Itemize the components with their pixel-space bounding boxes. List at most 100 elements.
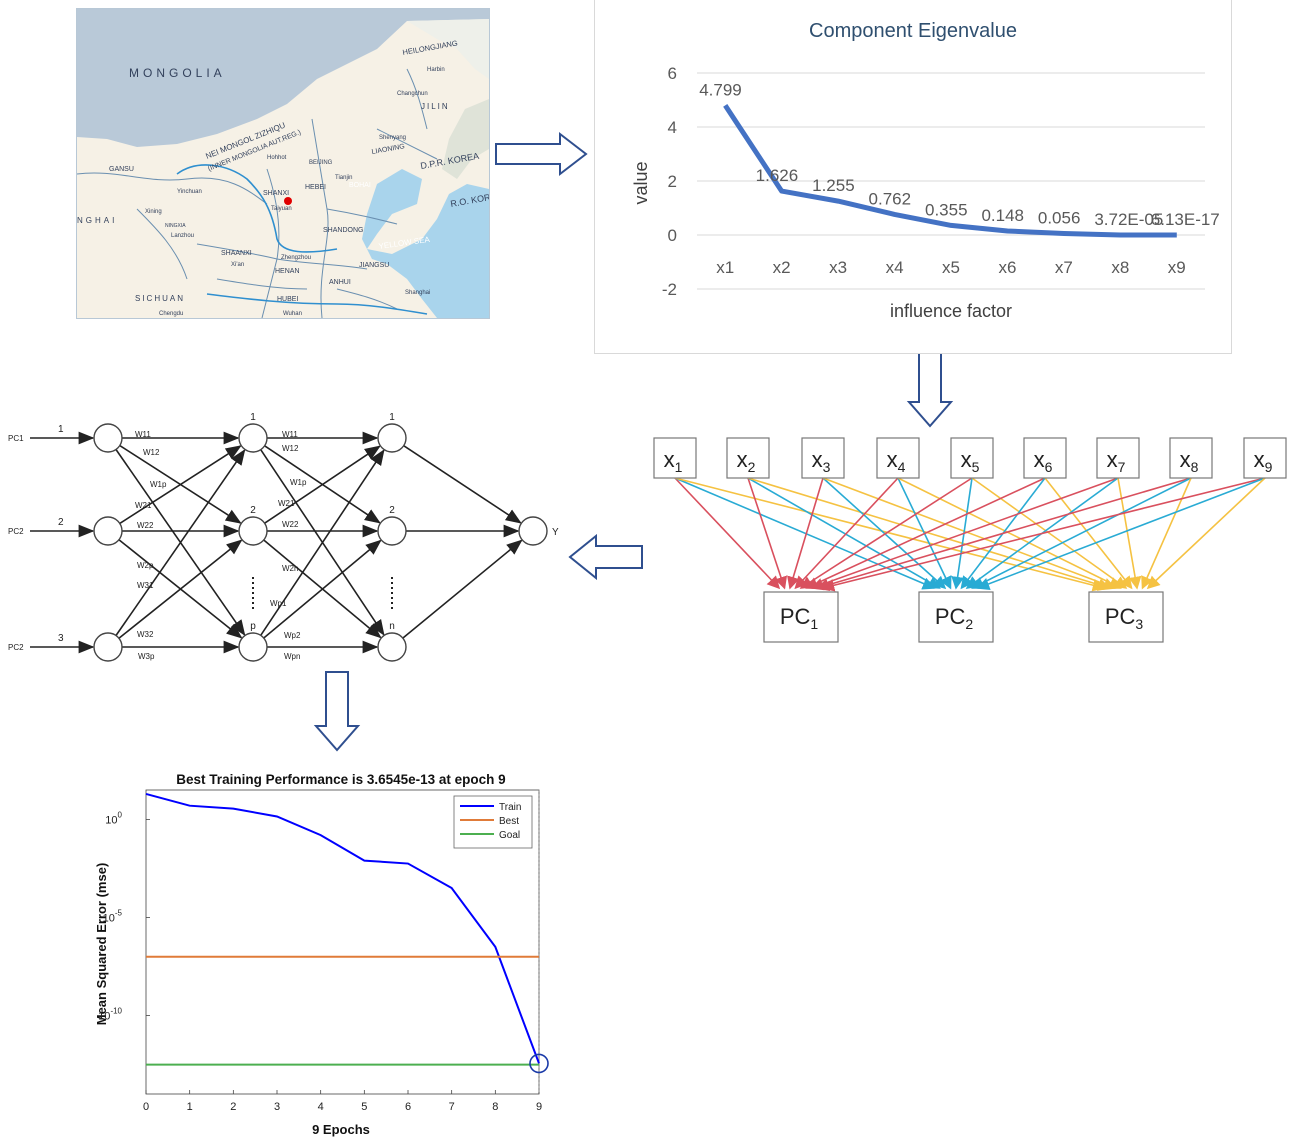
pca-connection [747,477,941,589]
nn-neuron [377,632,407,662]
map-label-taiyuan: Taiyuan [271,206,292,212]
pca-connection [815,477,1192,591]
factor-box [1169,437,1213,479]
map-label-harbin: Harbin [427,67,445,73]
x-tick-label: x9 [1168,258,1186,277]
nn-weight-label: W2p [137,561,154,570]
x-tick-label: x5 [942,258,960,277]
pca-connection [976,477,1266,590]
factor-box [1096,437,1140,479]
component-label: PC1 [780,604,819,632]
nn-input-label: PC2 [8,643,24,652]
component-box [1088,591,1164,643]
x-tick-label: 8 [492,1101,498,1113]
arrow-down-icon [313,671,361,752]
nn-neuron [238,423,268,453]
x-tick-label: 9 [536,1101,542,1113]
factor-box [950,437,994,479]
nn-weight-label: W2n [282,564,298,573]
map-label-chengdu: Chengdu [159,311,183,317]
eigenvalue-x-axis-label: influence factor [890,301,1012,321]
factor-box [653,437,697,479]
pca-connection [1117,477,1142,590]
eigenvalue-chart-svg: Component Eigenvalue value influence fac… [631,20,1220,321]
performance-legend: Train Best Goal [453,795,533,849]
legend-box [453,795,533,849]
x-tick-label: 0 [143,1101,149,1113]
pca-connection [674,477,936,590]
eigenvalue-data-labels: 4.799 1.626 1.255 0.762 0.355 0.148 0.056 3.72E… [699,80,1220,229]
performance-y-axis-label: Mean Squared Error (mse) [94,863,109,1026]
nn-weight-label: W31 [137,581,154,590]
pca-connection [1146,477,1266,590]
neural-network-svg: PC1 PC2 PC2 1 2 3 1 2 p 1 2 n Y W11 W12 W1p W21 W22 W2p W31… [8,412,559,662]
map-svg: MONGOLIA HEILONGJIANG Harbin Changchun J… [77,9,489,318]
map-label-sichuan: SICHUAN [135,294,185,303]
region-map: MONGOLIA HEILONGJIANG Harbin Changchun J… [76,8,490,319]
nn-input-label: PC1 [8,434,24,443]
sea [362,169,489,318]
pca-connection [794,477,899,590]
eigenvalue-line [723,104,1177,238]
y-tick-label: 10-5 [103,908,123,924]
data-label: 6.13E-17 [1151,210,1220,229]
nn-neuron [377,423,407,453]
factor-label: x8 [1180,447,1199,475]
nn-weight-label: W11 [282,430,298,439]
pca-connection [810,477,1119,591]
map-label-tianjin: Tianjin [335,175,352,181]
nn-neurons [93,423,548,662]
factor-box [1023,437,1067,479]
study-area-marker [284,197,292,205]
nn-hidden2-label: n [389,621,395,632]
nn-weight-label: W3p [138,652,155,661]
pca-factor-boxes: x1 x2 x3 x4 x5 x6 x7 x8 x9 [653,437,1287,479]
nn-weight-label: W1p [290,478,307,487]
nn-weight-label: Wp1 [270,599,287,608]
map-label-changchun: Changchun [397,91,428,97]
pca-mapping-svg: x1 x2 x3 x4 x5 x6 x7 x8 x9 PC1 PC2 PC3 [653,437,1287,643]
nn-weight-label: W32 [137,630,154,639]
data-label: 3.72E-05 [1094,210,1163,229]
nn-edge [263,539,382,639]
map-label-lanzhou: Lanzhou [171,233,194,239]
nn-hidden1-label: p [250,621,256,632]
pca-connection [805,477,1046,590]
map-label-zhengzhou: Zhengzhou [281,255,311,261]
data-label: 0.355 [925,200,968,219]
factor-label: x3 [812,447,831,475]
province-borders [77,68,438,318]
x-tick-label: x1 [716,258,734,277]
factor-label: x7 [1107,447,1126,475]
nn-neuron [238,632,268,662]
eigenvalue-y-ticks: 6 4 2 0 -2 [662,64,677,299]
nn-edge [402,539,523,639]
training-performance-svg: Best Training Performance is 3.6545e-13 … [94,772,549,1137]
nn-hidden1-label: 2 [250,505,256,516]
northeast-region [407,19,489,79]
nn-weight-label: W21 [135,501,152,510]
pca-connection [747,477,788,590]
x-tick-label: 2 [230,1101,236,1113]
x-tick-label: 4 [318,1101,324,1113]
factor-label: x2 [737,447,756,475]
eigenvalue-chart: Component Eigenvalue value influence fac… [594,0,1232,354]
eigenvalue-x-ticks: x1 x2 x3 x4 x5 x6 x7 x8 x9 [716,258,1186,277]
eigenvalue-chart-title: Component Eigenvalue [809,20,1017,42]
pca-connection [787,477,824,590]
nn-weight-label: W12 [143,448,160,457]
nn-neuron [238,516,268,546]
x-tick-label: x6 [998,258,1016,277]
training-performance-chart: Best Training Performance is 3.6545e-13 … [88,766,558,1141]
x-tick-label: x2 [773,258,791,277]
nn-edge [118,539,243,639]
nn-edge [115,449,246,636]
component-label: PC2 [935,604,974,632]
x-tick-label: x7 [1055,258,1073,277]
nn-connections [30,431,523,654]
y-tick-label: 0 [668,226,677,245]
pca-connection [799,477,973,589]
pca-connection [971,477,1192,589]
map-label-anhui: ANHUI [329,279,351,286]
map-label-wuhan: Wuhan [283,311,302,317]
